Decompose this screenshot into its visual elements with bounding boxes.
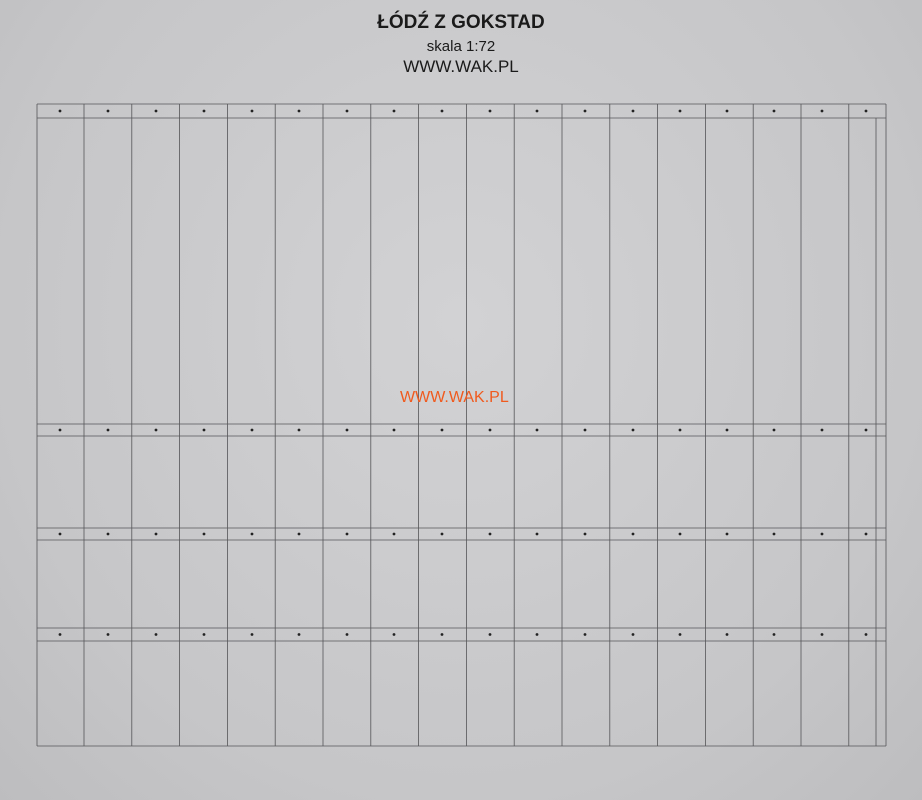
- reef-point: [864, 109, 868, 113]
- reef-point: [583, 109, 587, 113]
- reef-point: [864, 428, 868, 432]
- reef-point: [106, 633, 110, 636]
- reef-point: [820, 428, 824, 432]
- reef-point: [488, 428, 492, 432]
- reef-point: [678, 428, 682, 432]
- reef-point: [154, 532, 158, 536]
- reef-point: [440, 109, 444, 113]
- reef-point: [725, 633, 729, 636]
- reef-point: [297, 428, 301, 432]
- reef-point: [678, 109, 682, 113]
- reef-point: [631, 428, 635, 432]
- reef-point: [488, 532, 492, 536]
- reef-point: [250, 109, 254, 113]
- reef-point: [154, 428, 158, 432]
- reef-point: [725, 428, 729, 432]
- reef-point: [488, 633, 492, 636]
- reef-point: [202, 633, 206, 636]
- reef-point: [864, 633, 868, 636]
- website-label: WWW.WAK.PL: [403, 57, 519, 76]
- reef-point: [345, 428, 349, 432]
- reef-point: [725, 532, 729, 536]
- reef-point: [583, 428, 587, 432]
- reef-point: [250, 532, 254, 536]
- reef-point: [772, 633, 776, 636]
- reef-point: [392, 428, 396, 432]
- reef-point: [820, 633, 824, 636]
- scale-label: skala 1:72: [426, 38, 496, 55]
- reef-point: [106, 428, 110, 432]
- reef-point: [58, 428, 62, 432]
- reef-point: [392, 532, 396, 536]
- reef-point: [392, 109, 396, 113]
- reef-point: [297, 109, 301, 113]
- reef-point: [58, 633, 62, 636]
- reef-point: [345, 109, 349, 113]
- reef-point: [154, 633, 158, 636]
- reef-point: [583, 633, 587, 636]
- reef-point: [725, 109, 729, 113]
- reef-point: [772, 532, 776, 536]
- reef-point: [345, 532, 349, 536]
- reef-point: [631, 633, 635, 636]
- reef-point: [202, 109, 206, 113]
- reef-point: [864, 532, 868, 536]
- reef-point: [58, 109, 62, 113]
- reef-point: [58, 532, 62, 536]
- sheet-title: ŁÓDŹ Z GOKSTAD: [377, 12, 545, 33]
- reef-point: [440, 428, 444, 432]
- reef-point: [820, 109, 824, 113]
- reef-point: [820, 532, 824, 536]
- reef-point: [535, 532, 539, 536]
- reef-point: [488, 109, 492, 113]
- reef-point: [345, 633, 349, 636]
- reef-point: [106, 109, 110, 113]
- reef-point: [535, 428, 539, 432]
- reef-point: [440, 532, 444, 536]
- reef-point: [631, 109, 635, 113]
- reef-point: [772, 428, 776, 432]
- reef-point: [202, 428, 206, 432]
- reef-point: [297, 532, 301, 536]
- reef-point: [583, 532, 587, 536]
- reef-point: [202, 532, 206, 536]
- reef-point: [678, 633, 682, 636]
- reef-point: [440, 633, 444, 636]
- reef-point: [154, 109, 158, 113]
- reef-point: [297, 633, 301, 636]
- reef-point: [772, 109, 776, 113]
- reef-point: [106, 532, 110, 536]
- reef-point: [535, 633, 539, 636]
- reef-point: [535, 109, 539, 113]
- watermark: WWW.WAK.PL: [400, 389, 509, 406]
- reef-point: [392, 633, 396, 636]
- reef-point: [250, 428, 254, 432]
- reef-point: [631, 532, 635, 536]
- reef-point: [250, 633, 254, 636]
- reef-point: [678, 532, 682, 536]
